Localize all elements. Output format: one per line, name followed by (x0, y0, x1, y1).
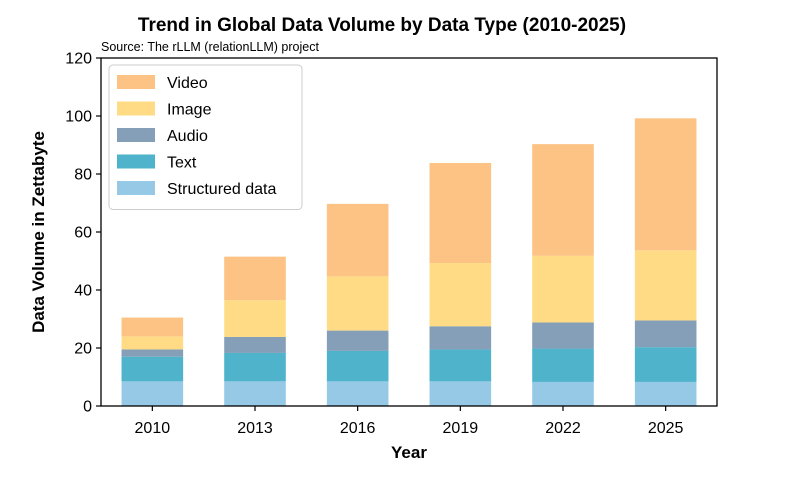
bar-image-2013 (224, 300, 286, 337)
bar-audio-2019 (429, 326, 492, 350)
y-tick-label-80: 80 (74, 167, 92, 184)
bar-image-2019 (429, 263, 492, 327)
legend-swatch-structured-data (117, 181, 155, 195)
bar-image-2016 (326, 276, 389, 331)
bar-audio-2022 (532, 322, 594, 349)
bar-text-2025 (634, 347, 697, 382)
y-tick-label-60: 60 (74, 225, 92, 242)
y-axis-label: Data Volume in Zettabyte (29, 131, 48, 333)
bar-video-2016 (326, 203, 389, 277)
bar-structured-data-2013 (224, 381, 286, 406)
bar-audio-2025 (634, 320, 697, 348)
bar-structured-data-2016 (326, 381, 389, 406)
chart-title: Trend in Global Data Volume by Data Type… (138, 15, 626, 36)
y-tick-label-0: 0 (83, 399, 92, 416)
bar-text-2013 (224, 352, 286, 382)
chart-subtitle: Source: The rLLM (relationLLM) project (101, 40, 319, 54)
x-tick-label-2022: 2022 (545, 420, 581, 437)
bar-video-2019 (429, 162, 492, 264)
legend-swatch-audio (117, 128, 155, 142)
legend-box (108, 64, 303, 210)
x-axis: 2010 2013 2016 2019 2022 2025 (135, 406, 684, 437)
bar-video-2025 (634, 118, 697, 251)
bar-audio-2013 (224, 336, 286, 353)
bar-video-2022 (532, 144, 594, 256)
x-tick-label-2013: 2013 (237, 420, 273, 437)
bar-structured-data-2019 (429, 381, 492, 406)
bar-text-2010 (121, 356, 184, 382)
legend-label-image: Image (167, 102, 212, 119)
legend-swatch-text (117, 154, 155, 169)
legend-label-audio: Audio (167, 128, 208, 145)
bar-video-2010 (121, 317, 184, 337)
bar-image-2025 (634, 250, 697, 321)
bars-group (121, 118, 697, 406)
x-tick-label-2016: 2016 (340, 420, 376, 437)
bar-audio-2016 (326, 330, 389, 351)
bar-image-2022 (532, 255, 594, 323)
bar-image-2010 (121, 336, 184, 350)
y-tick-label-100: 100 (65, 109, 92, 126)
legend-swatch-video (117, 75, 155, 89)
legend-label-text: Text (167, 155, 197, 172)
bar-video-2013 (224, 256, 286, 301)
x-tick-label-2019: 2019 (443, 420, 479, 437)
y-tick-label-40: 40 (74, 283, 92, 300)
bar-structured-data-2022 (532, 381, 594, 406)
legend-swatch-image (117, 101, 155, 116)
y-tick-label-120: 120 (65, 51, 92, 68)
legend-label-video: Video (167, 75, 208, 92)
bar-text-2019 (429, 349, 492, 382)
bar-audio-2010 (121, 349, 184, 357)
bar-text-2016 (326, 350, 389, 382)
x-tick-label-2025: 2025 (648, 420, 684, 437)
x-tick-label-2010: 2010 (135, 420, 171, 437)
y-axis: 0 20 40 60 80 100 120 (65, 51, 101, 416)
plot-frame (100, 57, 718, 407)
y-tick-label-20: 20 (74, 341, 92, 358)
legend: Video Image Audio Text Structured data (108, 64, 303, 210)
bar-structured-data-2010 (121, 381, 184, 406)
bar-structured-data-2025 (634, 381, 697, 406)
legend-label-structured-data: Structured data (167, 181, 277, 198)
x-axis-label: Year (391, 443, 427, 462)
bar-text-2022 (532, 348, 594, 382)
